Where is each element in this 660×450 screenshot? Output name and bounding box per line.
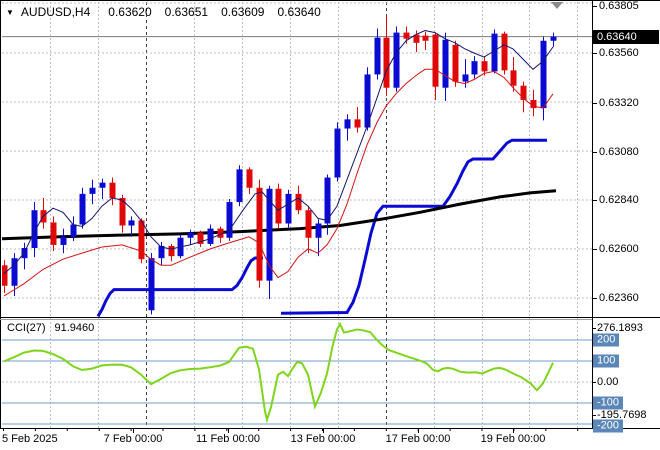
cci-level-badge: 200 <box>593 333 620 347</box>
mid-ma-line <box>3 68 554 297</box>
slow-ma-line <box>2 189 557 241</box>
chart-shift-marker-icon[interactable] <box>551 2 563 9</box>
price-axis-label: 0.63320 <box>599 97 639 109</box>
panel-borders <box>0 0 660 433</box>
cci-level-badge: -100 <box>593 396 624 410</box>
gridlines <box>2 2 592 428</box>
candlestick-series <box>2 16 557 315</box>
symbol-period-label: AUDUSD,H4 <box>20 5 91 19</box>
cci-axis-label: 276.1893 <box>597 322 643 334</box>
cci-line <box>3 321 554 424</box>
dropdown-arrow-icon[interactable]: ▼ <box>6 8 14 17</box>
price-axis-label: 0.63080 <box>599 146 639 158</box>
price-axis-label: 0.62600 <box>599 243 639 255</box>
time-axis-label: 5 Feb 2025 <box>2 433 58 445</box>
ohlc-open: 0.63620 <box>108 5 152 19</box>
cci-axis-label: -195.7698 <box>597 409 647 421</box>
time-axis-label: 11 Feb 00:00 <box>195 433 261 445</box>
time-axis-label: 7 Feb 00:00 <box>103 433 163 445</box>
cci-indicator-name: CCI(27) <box>7 322 46 334</box>
ohlc-close: 0.63640 <box>277 5 321 19</box>
trend-step-line <box>280 138 547 315</box>
ohlc-low: 0.63609 <box>221 5 265 19</box>
cci-level-lines <box>2 339 592 425</box>
cci-axis-label: 0.00 <box>597 376 619 388</box>
ohlc-high: 0.63651 <box>164 5 209 19</box>
current-price-badge: 0.63640 <box>593 30 659 44</box>
cci-indicator-header: CCI(27) 91.9460 <box>7 322 94 334</box>
price-axis-label: 0.63560 <box>599 47 639 59</box>
time-axis-label: 13 Feb 00:00 <box>290 433 356 445</box>
price-axis-label: 0.63805 <box>599 0 639 12</box>
price-axis-label: 0.62840 <box>599 194 639 206</box>
fast-ma-line <box>3 29 554 274</box>
cci-indicator-value: 91.9460 <box>54 322 95 334</box>
trend-step-line <box>96 256 263 317</box>
time-axis-label: 17 Feb 00:00 <box>385 433 451 445</box>
cci-level-badge: 100 <box>593 354 620 368</box>
price-axis-label: 0.62360 <box>599 292 639 304</box>
cci-level-badge: -200 <box>593 419 624 433</box>
chart-title: ▼ AUDUSD,H4 0.63620 0.63651 0.63609 0.63640 <box>6 5 334 19</box>
time-axis-label: 19 Feb 00:00 <box>480 433 546 445</box>
